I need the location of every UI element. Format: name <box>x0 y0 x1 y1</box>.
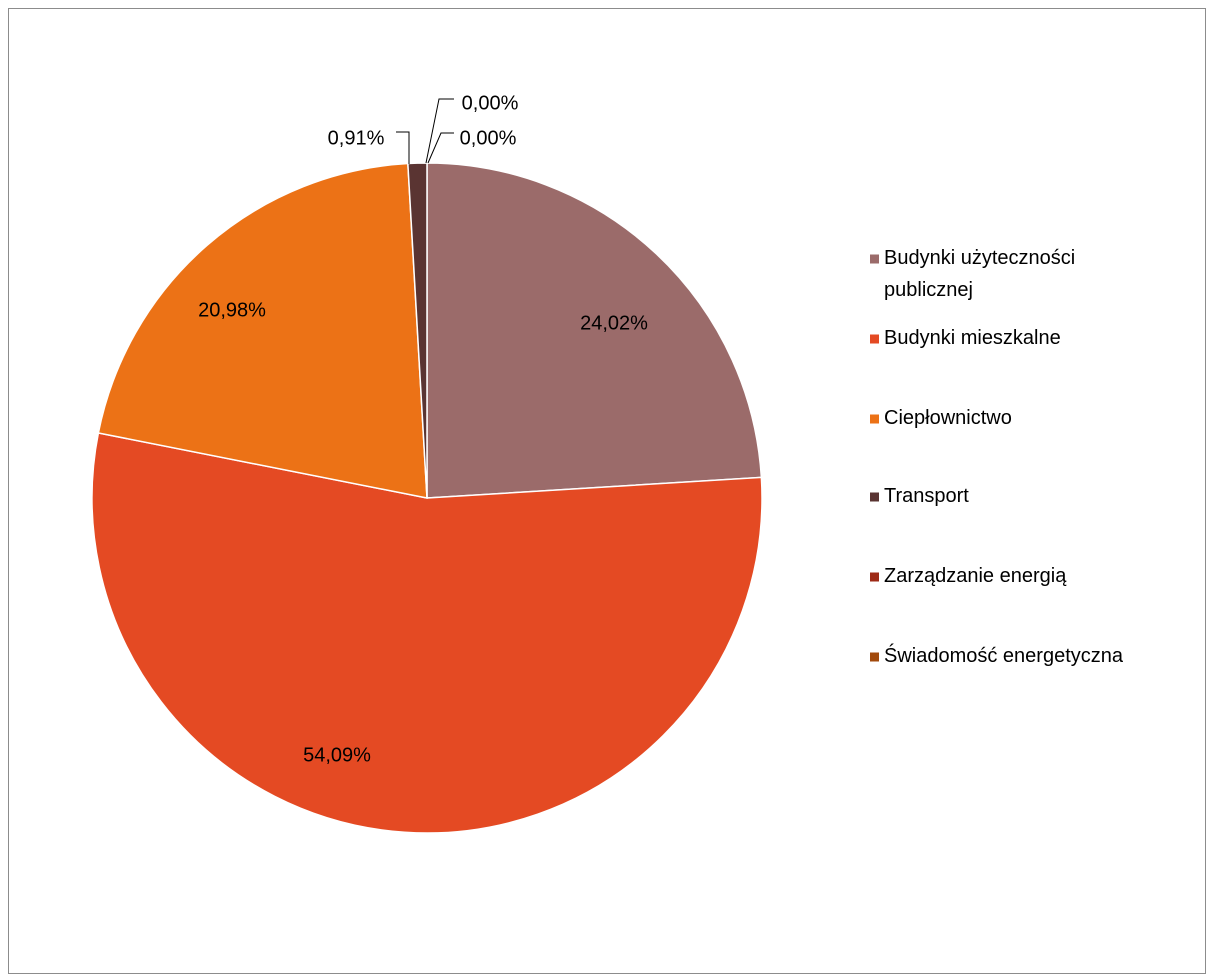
legend-item-swiadomosc-energetyczna: Świadomość energetyczna <box>870 643 1124 667</box>
legend-item-zarzadzanie-energia: Zarządzanie energią <box>870 565 1067 587</box>
legend-label: Ciepłownictwo <box>884 407 1012 429</box>
leader-line-transport <box>396 131 410 164</box>
chart-frame: 24,02% 54,09% 20,98% 0,91% 0,00% 0,00% Budynk… <box>8 8 1206 974</box>
data-label-budynki-mieszkalne: 54,09% <box>303 744 371 766</box>
legend: Budynki użyteczności publicznej Budynki mi… <box>870 247 1124 667</box>
legend-label: Transport <box>884 485 969 507</box>
legend-item-budynki-mieszkalne: Budynki mieszkalne <box>870 327 1061 349</box>
legend-label: Świadomość energetyczna <box>884 643 1124 667</box>
pie-slice-cieplownictwo <box>97 162 428 499</box>
pie-slice-budynki-mieszkalne <box>91 432 763 834</box>
legend-marker <box>870 334 879 344</box>
pie-slices <box>91 162 763 834</box>
leader-line-zarzadzanie-energia <box>425 98 454 164</box>
data-label-zarzadzanie-energia: 0,00% <box>462 92 519 114</box>
data-label-transport: 0,91% <box>328 127 385 149</box>
legend-marker <box>870 572 879 582</box>
legend-item-transport: Transport <box>870 485 969 507</box>
legend-marker <box>870 492 879 502</box>
data-label-swiadomosc-energetyczna: 0,00% <box>460 127 517 149</box>
leader-lines <box>396 98 454 164</box>
data-label-cieplownictwo: 20,98% <box>198 299 266 321</box>
legend-label: Budynki użyteczności publicznej <box>884 247 1075 301</box>
legend-label: Zarządzanie energią <box>884 565 1067 587</box>
leader-line-swiadomosc-energetyczna <box>427 132 454 164</box>
legend-marker <box>870 254 879 264</box>
legend-label: Budynki mieszkalne <box>884 327 1061 349</box>
pie-slice-transport <box>407 162 428 499</box>
legend-marker <box>870 414 879 424</box>
pie-chart: 24,02% 54,09% 20,98% 0,91% 0,00% 0,00% Budynk… <box>91 92 1124 834</box>
legend-marker <box>870 652 879 662</box>
pie-slice-budynki-uzytecznosci-publicznej <box>426 162 763 499</box>
legend-item-cieplownictwo: Ciepłownictwo <box>870 407 1012 429</box>
legend-item-budynki-uzytecznosci-publicznej: Budynki użyteczności publicznej <box>870 247 1075 301</box>
data-label-budynki-uzytecznosci-publicznej: 24,02% <box>580 312 648 334</box>
data-labels: 24,02% 54,09% 20,98% 0,91% 0,00% 0,00% <box>198 92 648 766</box>
